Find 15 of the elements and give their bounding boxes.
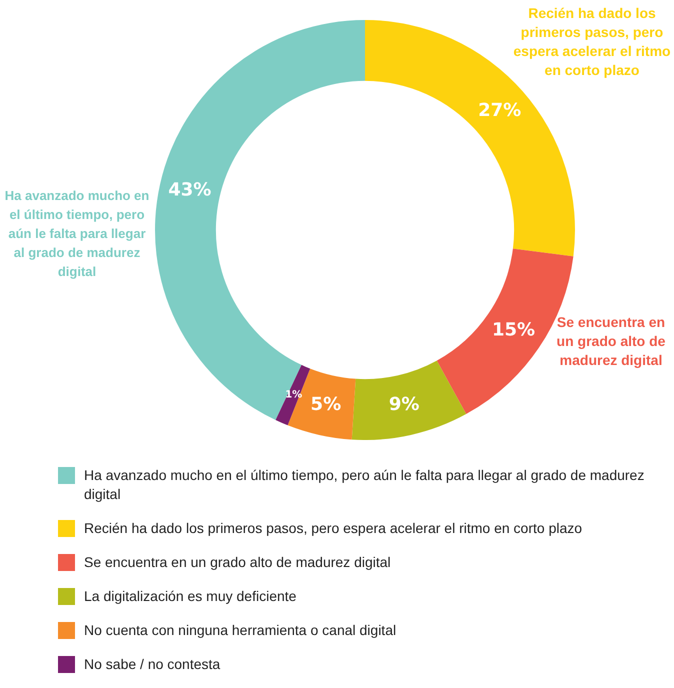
text: Se encuentra en un grado alto de madurez digital (556, 313, 666, 370)
data-label: 1% (285, 389, 302, 400)
legend-label: Recién ha dado los primeros pasos, pero espera acelerar el ritmo en corto plazo (84, 519, 582, 538)
data-label: 15% (492, 320, 536, 341)
legend-label: No sabe / no contesta (84, 655, 220, 674)
legend-label: No cuenta con ninguna herramienta o canal digital (84, 621, 396, 640)
data-label: 9% (388, 394, 420, 415)
data-label: 43% (168, 180, 212, 201)
text: Recién ha dado los primeros pasos, pero espera acelerar el ritmo en corto plazo (512, 4, 672, 80)
legend-label: Ha avanzado mucho en el último tiempo, pero aún le falta para llegar al grado de madurez digital (84, 466, 646, 504)
legend-label: La digitalización es muy deficiente (84, 587, 296, 606)
legend-label: Se encuentra en un grado alto de madurez digital (84, 553, 391, 572)
data-label: 27% (478, 100, 522, 121)
data-label: 5% (310, 394, 342, 415)
text: Ha avanzado mucho en el último tiempo, pero aún le falta para llegar al grado de madurez digital (4, 187, 150, 281)
